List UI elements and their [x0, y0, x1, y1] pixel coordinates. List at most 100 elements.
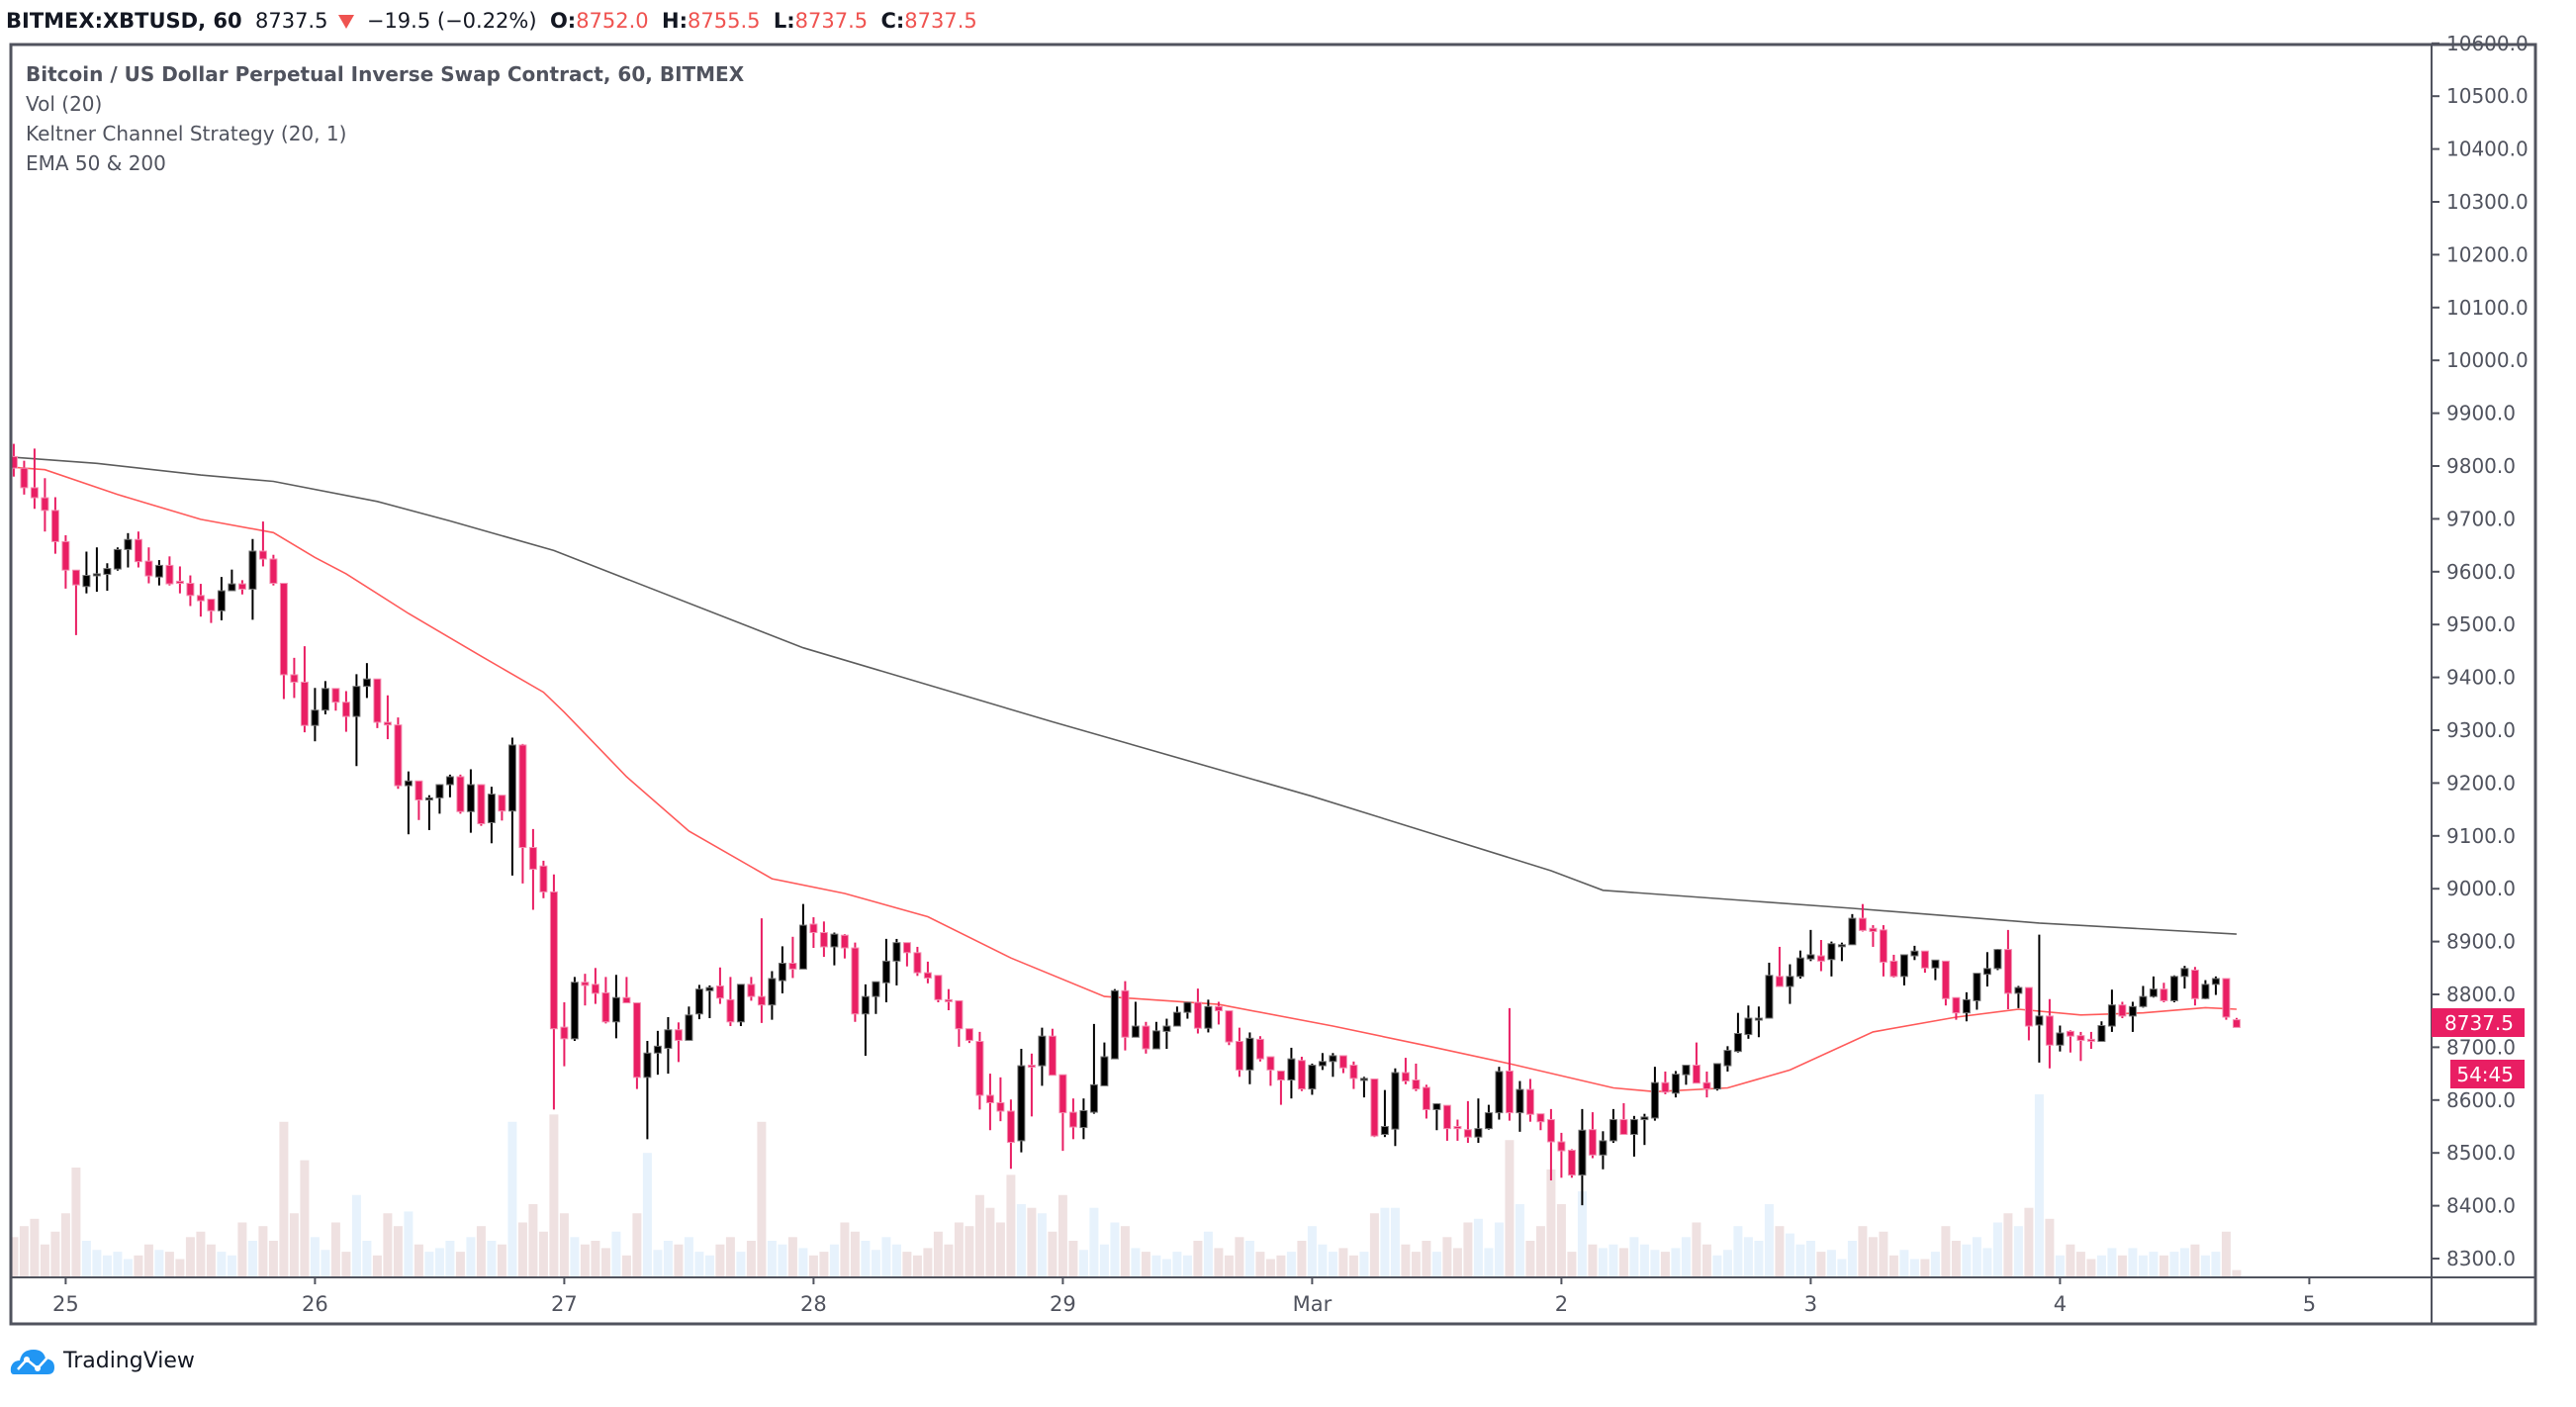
candle-up	[1089, 1023, 1098, 1114]
candle-down	[41, 478, 49, 532]
candle-down	[851, 942, 860, 1022]
candle-body	[2024, 986, 2033, 1027]
candle-down	[2222, 978, 2231, 1020]
candle-up	[1516, 1080, 1524, 1132]
candle-up	[1806, 929, 1815, 962]
candle-up	[1017, 1049, 1026, 1153]
candle-down	[622, 977, 631, 1004]
legend-ema[interactable]: EMA 50 & 200	[26, 151, 166, 175]
volume-bar	[1609, 1244, 1618, 1277]
volume-bar	[2013, 1226, 2023, 1277]
legend-title[interactable]: Bitcoin / US Dollar Perpetual Inverse Sw…	[26, 62, 745, 86]
candles	[11, 443, 2241, 1206]
candle-down	[1027, 1053, 1036, 1117]
volume-bar	[300, 1160, 310, 1277]
candle-up	[1038, 1027, 1047, 1086]
candle-up	[1308, 1063, 1317, 1095]
candle-down	[1952, 996, 1961, 1020]
candle-body	[341, 702, 350, 717]
candle-body	[1266, 1056, 1275, 1071]
volume-bar	[995, 1222, 1005, 1277]
time-axis[interactable]: 25 26 27 28 29 Mar 2 3 4 5	[52, 1277, 2316, 1316]
candle-down	[61, 534, 70, 589]
candle-body	[507, 744, 516, 812]
volume-bar	[154, 1250, 164, 1277]
candle-body	[1068, 1111, 1077, 1128]
candle-body	[923, 972, 932, 979]
candle-up	[1973, 973, 1981, 1010]
candle-body	[165, 564, 174, 585]
volume-bar	[757, 1121, 767, 1277]
candle-body	[1027, 1065, 1036, 1069]
volume-bar	[497, 1244, 506, 1277]
volume-bar	[591, 1241, 600, 1277]
volume-bar	[902, 1252, 912, 1277]
volume-bar	[1598, 1248, 1608, 1277]
candle-body	[1391, 1072, 1400, 1130]
time-tick-label: 5	[2303, 1292, 2316, 1316]
volume-bar	[507, 1121, 517, 1277]
volume-bar	[217, 1252, 227, 1277]
candle-down	[591, 968, 599, 1004]
price-tick-label: 8300.0	[2446, 1247, 2516, 1270]
volume-bar	[1639, 1244, 1649, 1277]
candle-body	[560, 1026, 569, 1040]
volume-bar	[787, 1237, 797, 1277]
candle-up	[768, 971, 777, 1020]
candle-body	[1775, 976, 1784, 987]
candle-body	[653, 1045, 662, 1054]
candle-up	[1318, 1053, 1327, 1071]
candle-down	[1370, 1078, 1379, 1138]
volume-bar	[2024, 1207, 2034, 1277]
candle-up	[1151, 1021, 1160, 1050]
candle-body	[82, 575, 91, 588]
candle-body	[456, 776, 465, 812]
legend-keltner[interactable]: Keltner Channel Strategy (20, 1)	[26, 122, 347, 145]
candle-body	[11, 455, 18, 469]
candle-up	[1204, 999, 1213, 1033]
symbol-name[interactable]: BITMEX:XBTUSD, 60	[6, 9, 242, 33]
candle-body	[944, 998, 953, 1002]
price-tick-label: 9000.0	[2446, 877, 2516, 900]
price-change: −19.5 (−0.22%)	[366, 9, 537, 33]
candle-body	[2086, 1038, 2095, 1042]
volume-bar	[2107, 1248, 2117, 1277]
candle-up	[1162, 1018, 1171, 1050]
price-tick-label: 9500.0	[2446, 612, 2516, 636]
volume-bar	[102, 1255, 112, 1277]
volume-bar	[289, 1213, 299, 1277]
candle-body	[1432, 1103, 1441, 1110]
candle-body	[290, 674, 299, 683]
price-axis[interactable]: 8300.0 8400.0 8500.0 8600.0 8700.0 8800.0 8900…	[2432, 32, 2529, 1270]
volume-bar	[674, 1244, 684, 1277]
candle-body	[498, 795, 506, 812]
candle-up	[2014, 985, 2023, 1008]
volume-bar	[1203, 1231, 1213, 1277]
candle-body	[664, 1029, 673, 1049]
price-tick-label: 10600.0	[2446, 32, 2529, 55]
candle-down	[373, 678, 382, 728]
candle-down	[1193, 988, 1202, 1034]
candle-body	[2222, 978, 2231, 1018]
volume-bar	[1452, 1248, 1462, 1277]
candle-up	[1100, 1042, 1109, 1086]
volume-bar	[715, 1244, 725, 1277]
volume-bar	[2179, 1248, 2189, 1277]
volume-bar	[1328, 1252, 1337, 1277]
volume-bar	[1805, 1241, 1815, 1277]
candle-body	[830, 933, 839, 948]
volume-bar	[1941, 1226, 1951, 1277]
volume-bar	[2221, 1231, 2231, 1277]
candle-body	[2076, 1035, 2085, 1041]
candle-body	[1525, 1088, 1534, 1115]
candle-down	[518, 743, 527, 884]
volume-bar	[2159, 1255, 2168, 1277]
candle-down	[175, 566, 184, 594]
candle-body	[996, 1101, 1005, 1112]
price-tick-label: 9100.0	[2446, 824, 2516, 848]
tradingview-logo[interactable]: TradingView	[10, 1346, 195, 1375]
legend-volume[interactable]: Vol (20)	[26, 92, 103, 116]
candle-body	[196, 595, 205, 602]
volume-bar	[0, 1223, 8, 1278]
